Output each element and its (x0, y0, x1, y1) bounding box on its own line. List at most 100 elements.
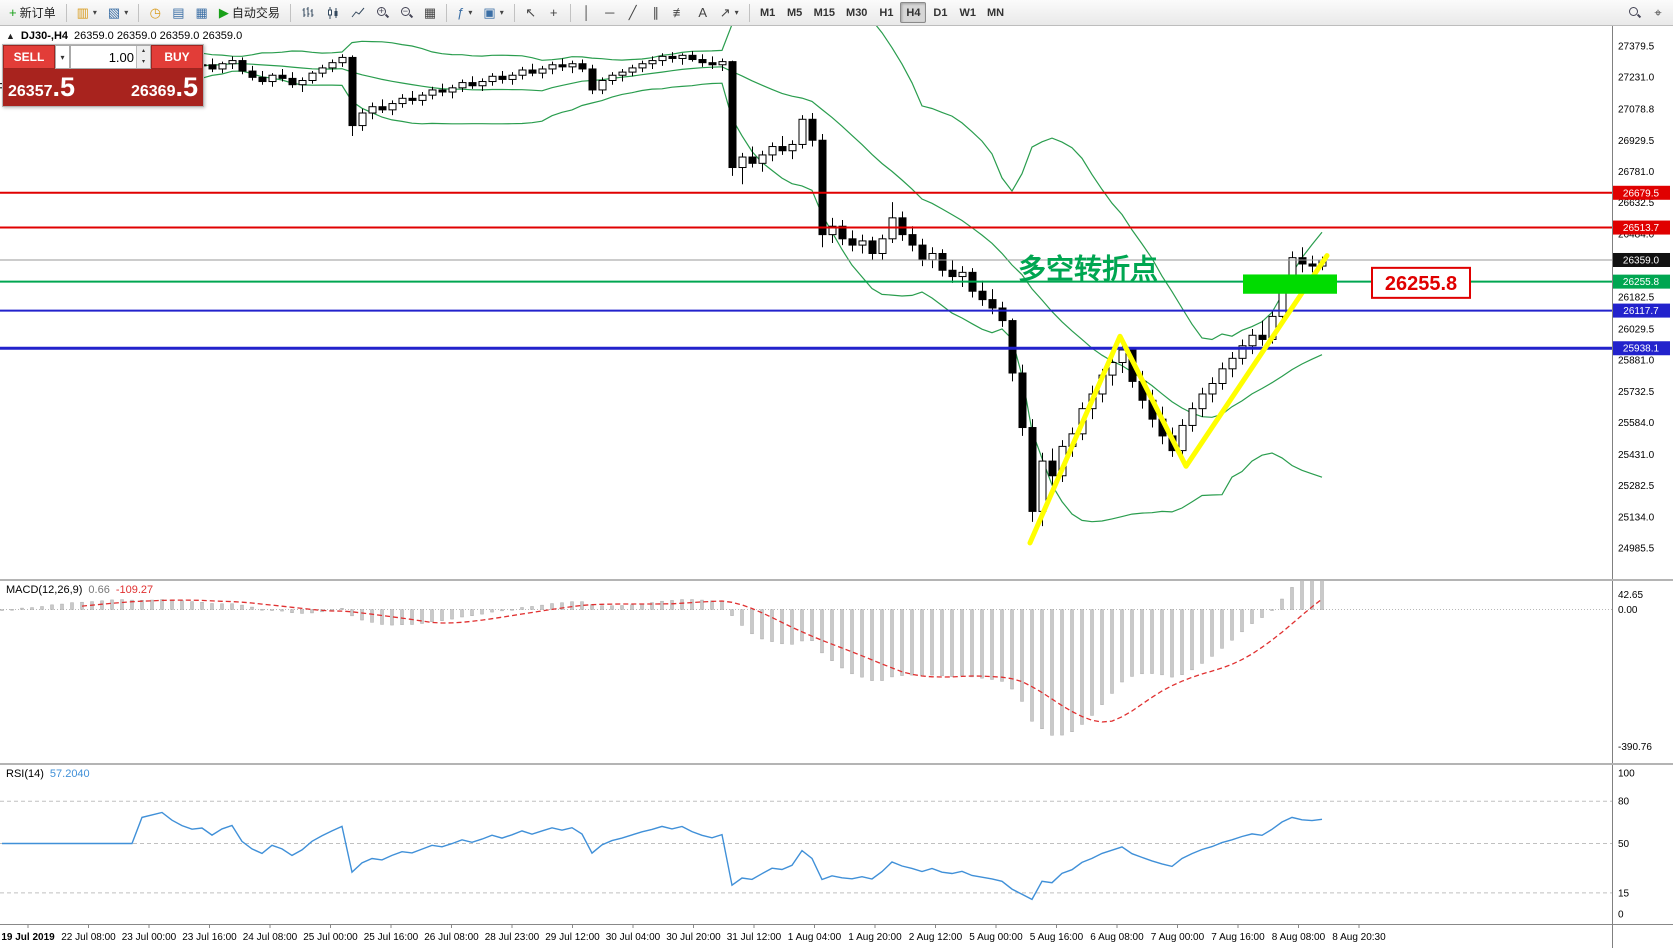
macd-signal-value: -109.27 (115, 584, 154, 596)
tile-windows-button[interactable]: ▦ (419, 2, 441, 23)
cursor-tool-button[interactable]: ↖ (520, 2, 542, 23)
macd-axis-tick: 0.00 (1618, 605, 1638, 616)
price-axis-tick: 26632.5 (1618, 198, 1655, 209)
one-click-toggle-icon[interactable]: ▲ (6, 31, 15, 41)
timeframe-group: M1 M5 M15 M30 H1 H4 D1 W1 MN (755, 2, 1009, 23)
price-axis-tick: 25732.5 (1618, 387, 1655, 398)
time-axis-label: 24 Jul 08:00 (243, 932, 298, 943)
navigator-button[interactable]: ▦ (191, 2, 213, 23)
new-chart-icon: ▥ (76, 5, 89, 20)
turning-point-text[interactable]: 多空转折点 (1018, 252, 1158, 284)
line-chart-button[interactable] (346, 2, 370, 23)
buy-button[interactable]: BUY (151, 45, 203, 69)
zoom-in-button[interactable]: + (371, 2, 394, 23)
time-axis-label: 28 Jul 23:00 (485, 932, 540, 943)
buy-price[interactable]: 26369 .5 (131, 71, 198, 102)
zoom-out-icon: − (400, 6, 413, 19)
fibonacci-tool-button[interactable]: ≢ (668, 2, 691, 23)
sell-button[interactable]: SELL (3, 45, 55, 69)
new-order-label: 新订单 (19, 6, 56, 20)
vertical-line-tool-button[interactable]: │ (576, 2, 598, 23)
channel-tool-button[interactable]: ∥ (645, 2, 667, 23)
market-watch-icon: ◷ (149, 5, 161, 20)
tile-windows-icon: ▦ (423, 5, 437, 20)
symbol-timeframe-label: DJ30-,H4 (20, 30, 68, 42)
chevron-down-icon: ▾ (92, 8, 97, 17)
timeframe-button-mn[interactable]: MN (982, 2, 1009, 23)
timeframe-button-d1[interactable]: D1 (927, 2, 953, 23)
volume-dropdown-button[interactable]: ▾ (55, 45, 70, 69)
price-axis-tick: 24985.5 (1618, 544, 1655, 555)
chart-ohlc-label: ▲ DJ30-,H4 26359.0 26359.0 26359.0 26359… (6, 30, 242, 42)
indicators-button[interactable]: ƒ ▾ (452, 2, 477, 23)
zigzag-annotation[interactable] (1027, 253, 1330, 546)
timeframe-button-h1[interactable]: H1 (873, 2, 899, 23)
pointer-mode-button[interactable]: ⌖ (1647, 2, 1669, 23)
timeframe-button-m1[interactable]: M1 (755, 2, 781, 23)
profiles-button[interactable]: ▧ ▾ (103, 2, 133, 23)
macd-axis-tick: -390.76 (1618, 742, 1652, 753)
text-tool-button[interactable]: A (692, 2, 714, 23)
one-click-trading-panel: SELL ▾ ▴ ▾ BUY 26357 .5 26369 .5 (2, 44, 204, 107)
timeframe-button-h4[interactable]: H4 (900, 2, 927, 23)
arrows-tool-icon: ↗ (719, 5, 731, 20)
data-window-button[interactable]: ▤ (167, 2, 189, 23)
chevron-down-icon: ▾ (124, 8, 129, 17)
timeframe-button-m15[interactable]: M15 (809, 2, 840, 23)
timeframe-button-w1[interactable]: W1 (954, 2, 981, 23)
search-button[interactable] (1623, 2, 1646, 23)
price-axis-tick: 27078.8 (1618, 105, 1655, 116)
timeframe-button-m30[interactable]: M30 (841, 2, 872, 23)
candlestick-chart-button[interactable] (321, 2, 345, 23)
new-chart-button[interactable]: ▥ ▾ (72, 2, 102, 23)
time-axis-label: 19 Jul 2019 (1, 932, 55, 943)
rsi-name: RSI(14) (6, 768, 44, 780)
search-icon (1628, 6, 1641, 19)
rsi-axis-tick: 100 (1618, 769, 1635, 780)
trendline-tool-button[interactable]: ╱ (622, 2, 644, 23)
rsi-axis-tick: 0 (1618, 910, 1624, 921)
bid-ask-panel: 26357 .5 26369 .5 (3, 69, 203, 106)
toolbar-separator (446, 3, 448, 22)
horizontal-lines (0, 191, 1612, 350)
templates-button[interactable]: ▣ ▾ (478, 2, 508, 23)
rsi-panel-canvas[interactable]: 100 80 50 15 0 (0, 765, 1673, 924)
volume-input[interactable] (71, 46, 136, 68)
profiles-icon: ▧ (107, 5, 121, 20)
macd-main-value: 0.66 (88, 584, 110, 596)
timeframe-button-m5[interactable]: M5 (782, 2, 808, 23)
zoom-out-button[interactable]: − (395, 2, 418, 23)
time-axis-label: 1 Aug 04:00 (788, 932, 842, 943)
channel-icon: ∥ (652, 5, 659, 20)
price-axis-tick: 25881.0 (1618, 356, 1655, 367)
rsi-indicator-label: RSI(14) 57.2040 (6, 768, 90, 780)
macd-panel-canvas[interactable]: 42.65 0.00 -390.76 (0, 581, 1673, 763)
price-badge: 25938.1 (1613, 341, 1670, 356)
highlight-rectangle[interactable] (1243, 274, 1337, 294)
market-watch-button[interactable]: ◷ (144, 2, 166, 23)
autotrading-label: 自动交易 (231, 6, 280, 20)
volume-up-button[interactable]: ▴ (137, 46, 150, 57)
svg-text:26117.7: 26117.7 (1623, 306, 1659, 317)
crosshair-tool-button[interactable]: + (543, 2, 565, 23)
sell-price[interactable]: 26357 .5 (8, 73, 75, 101)
autotrading-button[interactable]: ▶ 自动交易 (214, 2, 285, 23)
price-callout[interactable]: 26255.8 (1371, 266, 1471, 299)
volume-down-button[interactable]: ▾ (137, 57, 150, 68)
new-order-button[interactable]: + 新订单 (4, 2, 61, 23)
panel-splitter[interactable] (0, 763, 1673, 765)
price-chart-canvas[interactable]: 多空转折点 26255.8 27379.5 27231.0 27078.8 26929.5… (0, 26, 1673, 579)
cursor-icon: ↖ (525, 5, 537, 20)
time-axis[interactable]: 19 Jul 2019 22 Jul 08:00 23 Jul 00:00 23 Ju… (0, 924, 1673, 948)
candlestick-chart-icon (327, 6, 338, 19)
time-axis-label: 30 Jul 04:00 (606, 932, 661, 943)
buy-price-big-digit: .5 (175, 71, 198, 102)
horizontal-line-tool-button[interactable]: ─ (599, 2, 621, 23)
rsi-axis-tick: 15 (1618, 888, 1630, 899)
panel-splitter[interactable] (0, 579, 1673, 581)
horizontal-line-icon: ─ (605, 5, 615, 20)
rsi-line (2, 811, 1323, 901)
arrows-tool-button[interactable]: ↗ ▾ (715, 2, 744, 23)
bar-chart-button[interactable] (296, 2, 320, 23)
data-window-icon: ▤ (172, 5, 185, 20)
